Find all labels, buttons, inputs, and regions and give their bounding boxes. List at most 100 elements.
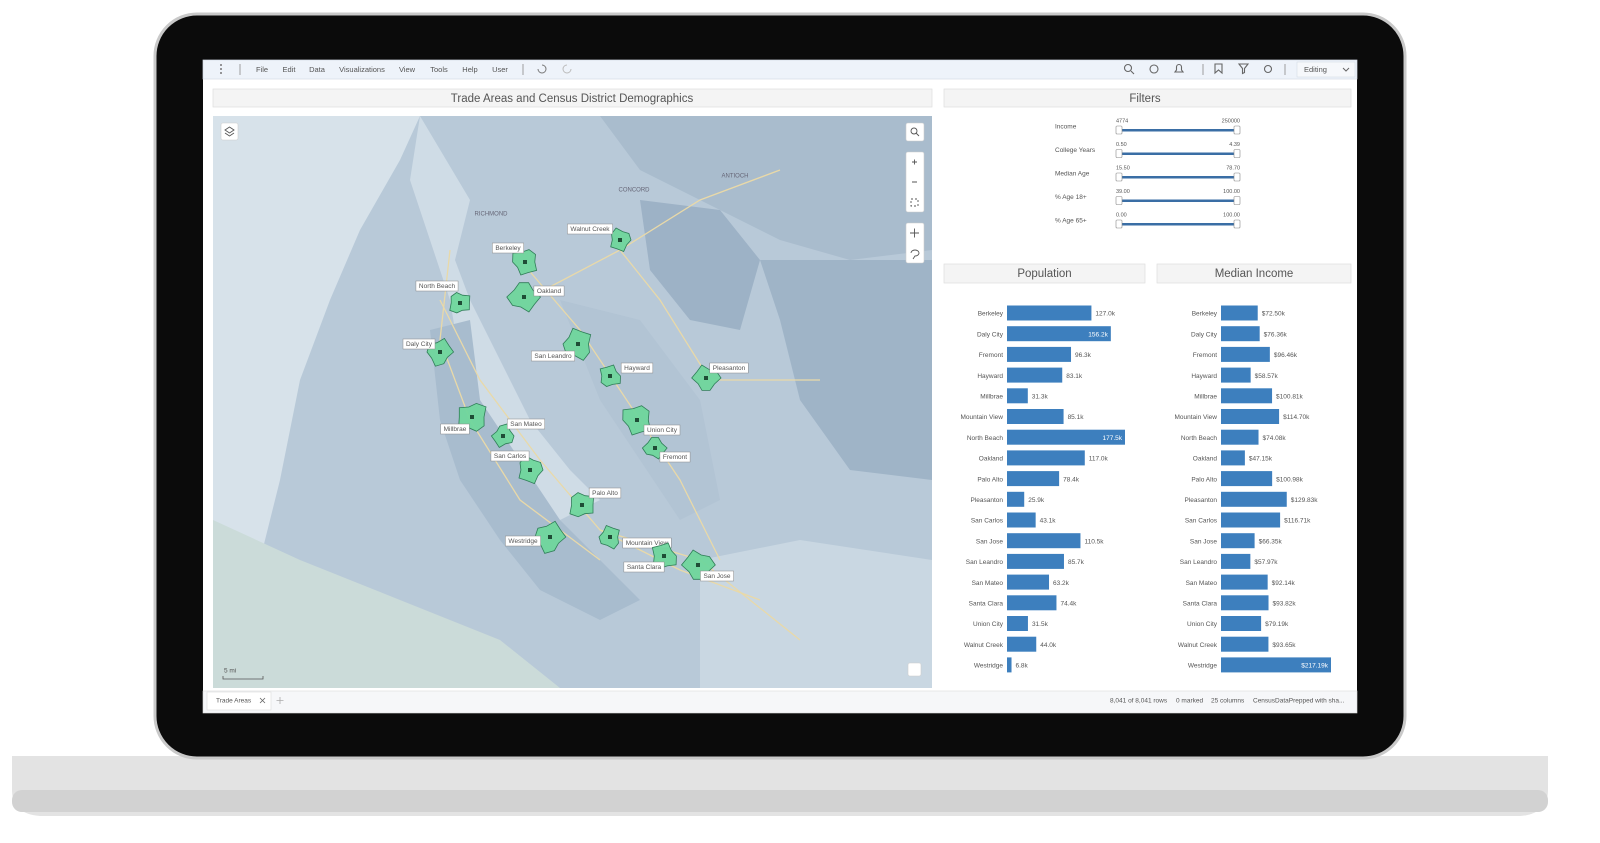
trade-area-center bbox=[704, 376, 708, 380]
bar[interactable] bbox=[1221, 429, 1259, 445]
bar[interactable] bbox=[1007, 574, 1050, 590]
tab-label[interactable]: Trade Areas bbox=[216, 698, 252, 705]
bar[interactable] bbox=[1007, 616, 1028, 631]
value-label: 127.0k bbox=[1095, 311, 1115, 318]
bar[interactable] bbox=[1221, 388, 1273, 404]
tab[interactable] bbox=[206, 691, 272, 711]
trade-area-label: Walnut Creek bbox=[570, 226, 610, 233]
category-label: Berkeley bbox=[1192, 311, 1218, 318]
bar[interactable] bbox=[1221, 326, 1260, 342]
menu-icon[interactable] bbox=[220, 64, 222, 74]
value-label: $217.19k bbox=[1301, 663, 1328, 670]
value-label: $47.15k bbox=[1249, 456, 1273, 463]
bar[interactable] bbox=[1007, 636, 1037, 652]
search-button[interactable] bbox=[1123, 63, 1135, 75]
bar[interactable] bbox=[1221, 553, 1251, 569]
redo-button[interactable] bbox=[562, 64, 572, 74]
category-label: Mountain View bbox=[960, 414, 1003, 421]
bar[interactable] bbox=[1007, 512, 1036, 528]
trade-area-label-box bbox=[507, 418, 545, 430]
settings-button[interactable] bbox=[1263, 64, 1273, 74]
bar[interactable] bbox=[1007, 429, 1125, 445]
bar[interactable] bbox=[1221, 305, 1258, 321]
globe-button[interactable] bbox=[1149, 64, 1159, 74]
trade-area-center bbox=[438, 350, 442, 354]
layers-button[interactable] bbox=[220, 122, 239, 141]
bar[interactable] bbox=[1221, 616, 1262, 631]
bar[interactable] bbox=[1007, 367, 1063, 383]
map[interactable] bbox=[213, 116, 932, 688]
filter-button[interactable] bbox=[1237, 63, 1250, 75]
filter-handle[interactable] bbox=[1115, 196, 1123, 205]
scale-label: 5 mi bbox=[224, 668, 236, 675]
trade-area-label: Union City bbox=[647, 427, 678, 434]
filter-handle[interactable] bbox=[1233, 125, 1241, 135]
menu-item[interactable]: File bbox=[256, 65, 268, 74]
bar[interactable] bbox=[1221, 533, 1255, 549]
value-label: 44.0k bbox=[1040, 642, 1057, 649]
bar[interactable] bbox=[1007, 595, 1057, 611]
filter-handle[interactable] bbox=[1233, 219, 1241, 229]
bar[interactable] bbox=[1007, 533, 1081, 549]
mode-dropdown[interactable] bbox=[1296, 61, 1356, 78]
menu-item[interactable]: View bbox=[399, 65, 416, 74]
bar[interactable] bbox=[1007, 553, 1064, 569]
bar[interactable] bbox=[1221, 636, 1269, 652]
notifications-button[interactable] bbox=[1173, 63, 1185, 73]
bookmark-button[interactable] bbox=[1214, 63, 1223, 75]
trade-area-label: Daly City bbox=[406, 341, 433, 348]
menu-item[interactable]: Help bbox=[462, 65, 477, 74]
menu-item[interactable]: Edit bbox=[283, 65, 297, 74]
bar[interactable] bbox=[1007, 346, 1072, 362]
menu-item[interactable]: User bbox=[492, 65, 508, 74]
bar[interactable] bbox=[1221, 512, 1281, 528]
bar[interactable] bbox=[1221, 657, 1331, 673]
bar[interactable] bbox=[1221, 471, 1273, 487]
bar[interactable] bbox=[1007, 491, 1025, 507]
value-label: 85.7k bbox=[1068, 559, 1085, 566]
bar[interactable] bbox=[1007, 471, 1060, 487]
bar[interactable] bbox=[1221, 367, 1251, 383]
bar[interactable] bbox=[1007, 450, 1085, 466]
category-label: San Mateo bbox=[1186, 580, 1218, 587]
bar[interactable] bbox=[1221, 450, 1245, 466]
bar[interactable] bbox=[1007, 657, 1012, 673]
bar[interactable] bbox=[1007, 409, 1064, 424]
filter-handle[interactable] bbox=[1115, 219, 1123, 229]
filter-min: 15.50 bbox=[1116, 165, 1130, 171]
map-attribution[interactable] bbox=[907, 662, 922, 677]
bar[interactable] bbox=[1007, 388, 1028, 404]
filter-handle[interactable] bbox=[1233, 149, 1241, 158]
bar[interactable] bbox=[1007, 305, 1092, 321]
undo-button[interactable] bbox=[537, 64, 547, 74]
trade-area-center bbox=[608, 535, 612, 539]
trade-area-center bbox=[662, 554, 666, 558]
pan-controls[interactable] bbox=[905, 222, 925, 264]
map-search-button[interactable] bbox=[905, 122, 925, 142]
filter-track bbox=[1119, 199, 1237, 202]
menu-item[interactable]: Tools bbox=[430, 65, 448, 74]
category-label: Westridge bbox=[974, 663, 1004, 670]
add-tab[interactable] bbox=[276, 697, 284, 704]
menu-item[interactable]: Data bbox=[309, 65, 326, 74]
bar[interactable] bbox=[1221, 409, 1280, 424]
bar[interactable] bbox=[1221, 574, 1268, 590]
filter-handle[interactable] bbox=[1115, 125, 1123, 135]
bar[interactable] bbox=[1007, 326, 1111, 342]
tab-close[interactable] bbox=[259, 697, 266, 704]
category-label: Oakland bbox=[1193, 456, 1218, 463]
trade-area-label-box bbox=[620, 362, 654, 374]
trade-area-label-box bbox=[505, 535, 541, 547]
menu-item[interactable]: Visualizations bbox=[339, 65, 385, 74]
bar[interactable] bbox=[1221, 491, 1287, 507]
trade-area-label: Oakland bbox=[537, 288, 562, 295]
category-label: Fremont bbox=[979, 352, 1003, 359]
trade-area-label-box bbox=[567, 223, 613, 235]
category-label: Mountain View bbox=[1174, 414, 1217, 421]
filter-handle[interactable] bbox=[1115, 172, 1123, 182]
bar[interactable] bbox=[1221, 346, 1270, 362]
filter-handle[interactable] bbox=[1233, 196, 1241, 205]
filter-handle[interactable] bbox=[1233, 172, 1241, 182]
bar[interactable] bbox=[1221, 595, 1269, 611]
filter-handle[interactable] bbox=[1115, 149, 1123, 158]
